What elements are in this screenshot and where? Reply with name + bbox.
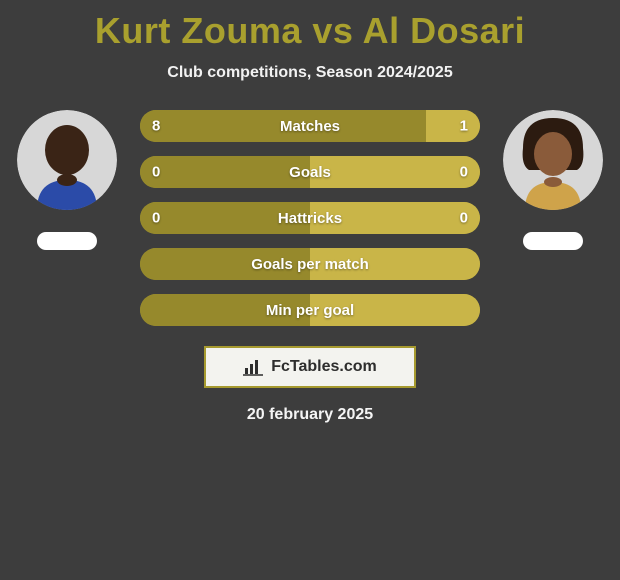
stat-bars: 8 1 Matches 0 0 Goals 0 0 Hattricks Goals per mat… xyxy=(140,110,480,326)
player-right-avatar xyxy=(503,110,603,210)
bar-fill-right xyxy=(426,110,480,142)
bar-label: Hattricks xyxy=(278,210,342,227)
stat-bar: Min per goal xyxy=(140,294,480,326)
bar-label: Goals xyxy=(289,164,331,181)
bar-fill-right xyxy=(310,156,480,188)
bar-value-left: 8 xyxy=(152,118,160,135)
bar-value-right: 1 xyxy=(460,118,468,135)
avatar-right-svg xyxy=(503,110,603,210)
stat-bar: Goals per match xyxy=(140,248,480,280)
source-logo-card: FcTables.com xyxy=(204,346,416,388)
stat-bar: 0 0 Hattricks xyxy=(140,202,480,234)
player-left-avatar xyxy=(17,110,117,210)
page-subtitle: Club competitions, Season 2024/2025 xyxy=(0,64,620,82)
bar-value-right: 0 xyxy=(460,210,468,227)
page-title: Kurt Zouma vs Al Dosari xyxy=(0,10,620,52)
team-badge-left xyxy=(37,232,97,250)
player-left-column xyxy=(12,110,122,250)
team-badge-right xyxy=(523,232,583,250)
bar-value-left: 0 xyxy=(152,164,160,181)
stat-bar: 0 0 Goals xyxy=(140,156,480,188)
player-right-column xyxy=(498,110,608,250)
bar-value-left: 0 xyxy=(152,210,160,227)
bar-fill-left xyxy=(140,156,310,188)
source-logo-text: FcTables.com xyxy=(271,358,377,376)
bar-label: Min per goal xyxy=(266,302,354,319)
bar-value-right: 0 xyxy=(460,164,468,181)
generation-date: 20 february 2025 xyxy=(0,406,620,424)
bar-chart-icon xyxy=(243,358,265,376)
bar-label: Goals per match xyxy=(251,256,369,273)
avatar-left-svg xyxy=(17,110,117,210)
stat-bar: 8 1 Matches xyxy=(140,110,480,142)
infographic-container: Kurt Zouma vs Al Dosari Club competition… xyxy=(0,0,620,424)
content-row: 8 1 Matches 0 0 Goals 0 0 Hattricks Goals per mat… xyxy=(0,110,620,326)
bar-label: Matches xyxy=(280,118,340,135)
